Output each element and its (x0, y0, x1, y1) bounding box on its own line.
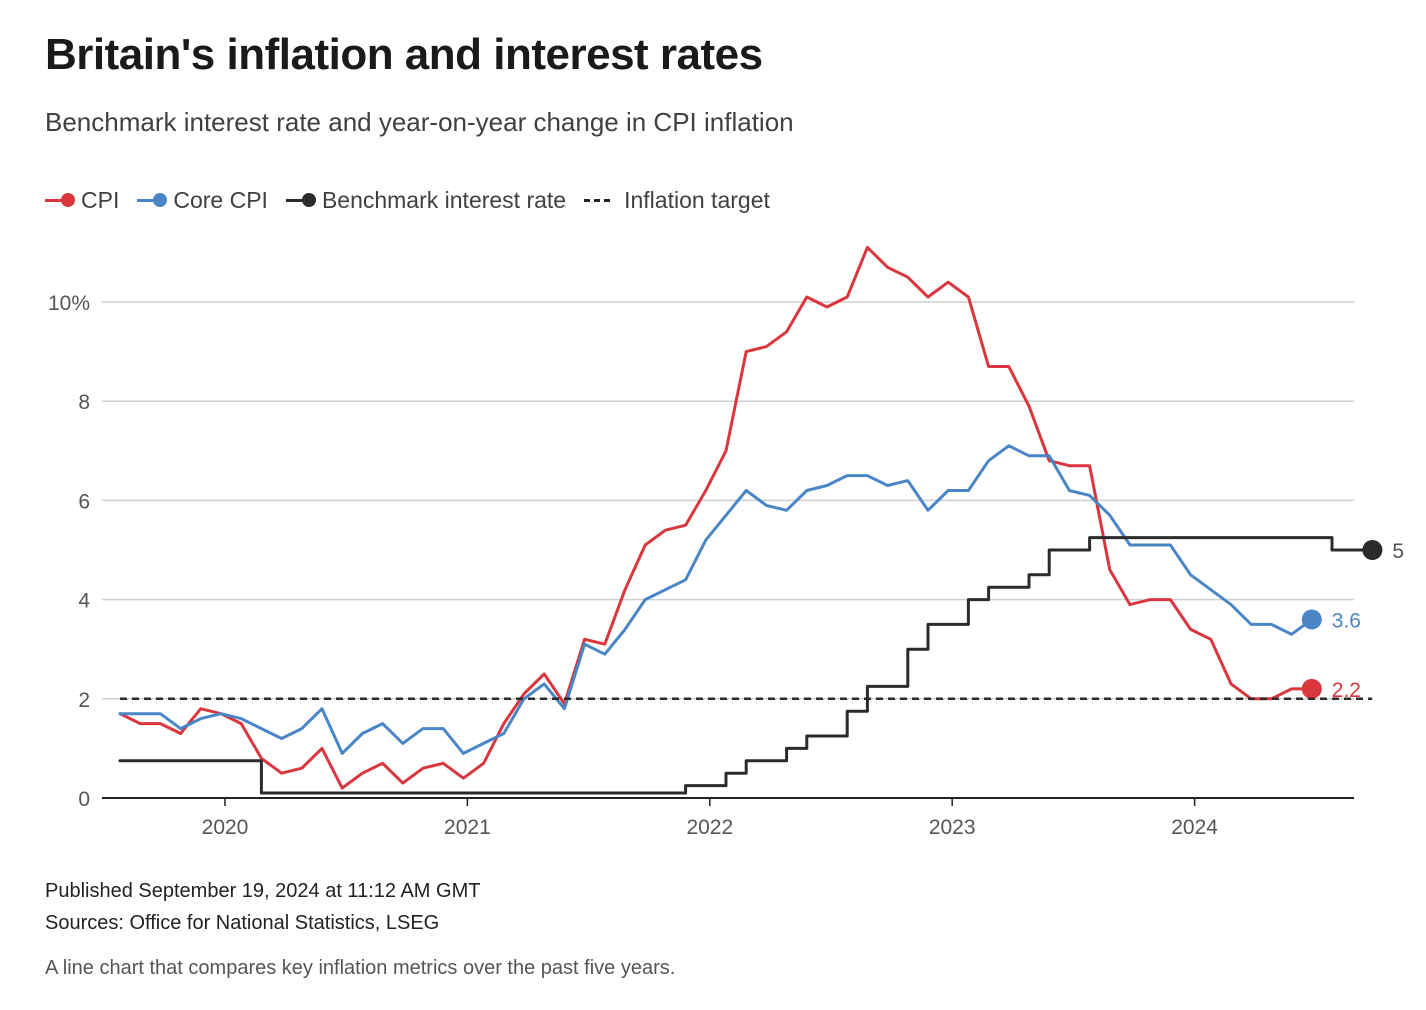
series-line-benchmark-interest-rate (118, 536, 1374, 795)
chart-subtitle: Benchmark interest rate and year-on-year… (45, 107, 794, 137)
series-line-core-cpi (118, 444, 1314, 755)
legend-swatch-cpi (45, 193, 75, 207)
legend-swatch-inflation-target (584, 198, 613, 202)
y-tick-label-6: 6 (78, 490, 90, 513)
grid-layer (102, 301, 1354, 700)
legend-item-core-cpi: Core CPI (137, 187, 268, 214)
y-tick-label-2: 2 (78, 689, 90, 712)
series-line-cpi (118, 245, 1314, 790)
axis-layer: 0 2 4 6 8 10% 2020 2021 2022 2023 2024 (48, 292, 1354, 839)
y-tick-label-8: 8 (78, 391, 90, 414)
x-tick-label-2021: 2021 (444, 816, 491, 839)
legend-swatch-interest-rate (285, 193, 316, 207)
legend-label-cpi: CPI (81, 186, 120, 213)
series-end-label-benchmark-interest-rate: 5 (1392, 540, 1404, 563)
legend-label-inflation-target: Inflation target (624, 186, 770, 213)
y-tick-label-10: 10% (48, 292, 90, 315)
x-tick-label-2024: 2024 (1171, 816, 1218, 839)
series-end-marker-benchmark-interest-rate (1362, 540, 1383, 560)
line-chart: 0 2 4 6 8 10% 2020 2021 2022 2023 2024 2.2 3.6 5 (48, 245, 1404, 839)
x-tick-label-2020: 2020 (202, 816, 249, 839)
legend-swatch-core-cpi (137, 193, 168, 207)
sources-note: Sources: Office for National Statistics,… (45, 912, 440, 934)
y-tick-label-0: 0 (78, 788, 90, 811)
series-end-marker-core-cpi (1301, 609, 1322, 630)
label-layer: 2.2 3.6 5 (1332, 540, 1404, 702)
legend-label-interest-rate: Benchmark interest rate (321, 186, 567, 213)
published-date: Published September 19, 2024 at 11:12 AM… (45, 880, 481, 902)
y-tick-label-4: 4 (78, 590, 90, 613)
legend: CPI Core CPI Benchmark interest rate Inf… (45, 184, 770, 216)
x-tick-label-2022: 2022 (686, 816, 733, 839)
chart-caption: A line chart that compares key inflation… (45, 957, 676, 979)
series-end-marker-cpi (1301, 678, 1322, 699)
chart-title: Britain's inflation and interest rates (45, 30, 763, 79)
legend-item-inflation-target: Inflation target (584, 187, 770, 214)
series-end-label-cpi: 2.2 (1332, 679, 1361, 702)
legend-item-interest-rate: Benchmark interest rate (285, 186, 567, 214)
series-end-label-core-cpi: 3.6 (1332, 609, 1361, 632)
x-tick-label-2023: 2023 (929, 816, 976, 839)
legend-item-cpi: CPI (45, 187, 119, 214)
legend-label-core-cpi: Core CPI (173, 186, 268, 213)
series-layer (118, 245, 1383, 795)
